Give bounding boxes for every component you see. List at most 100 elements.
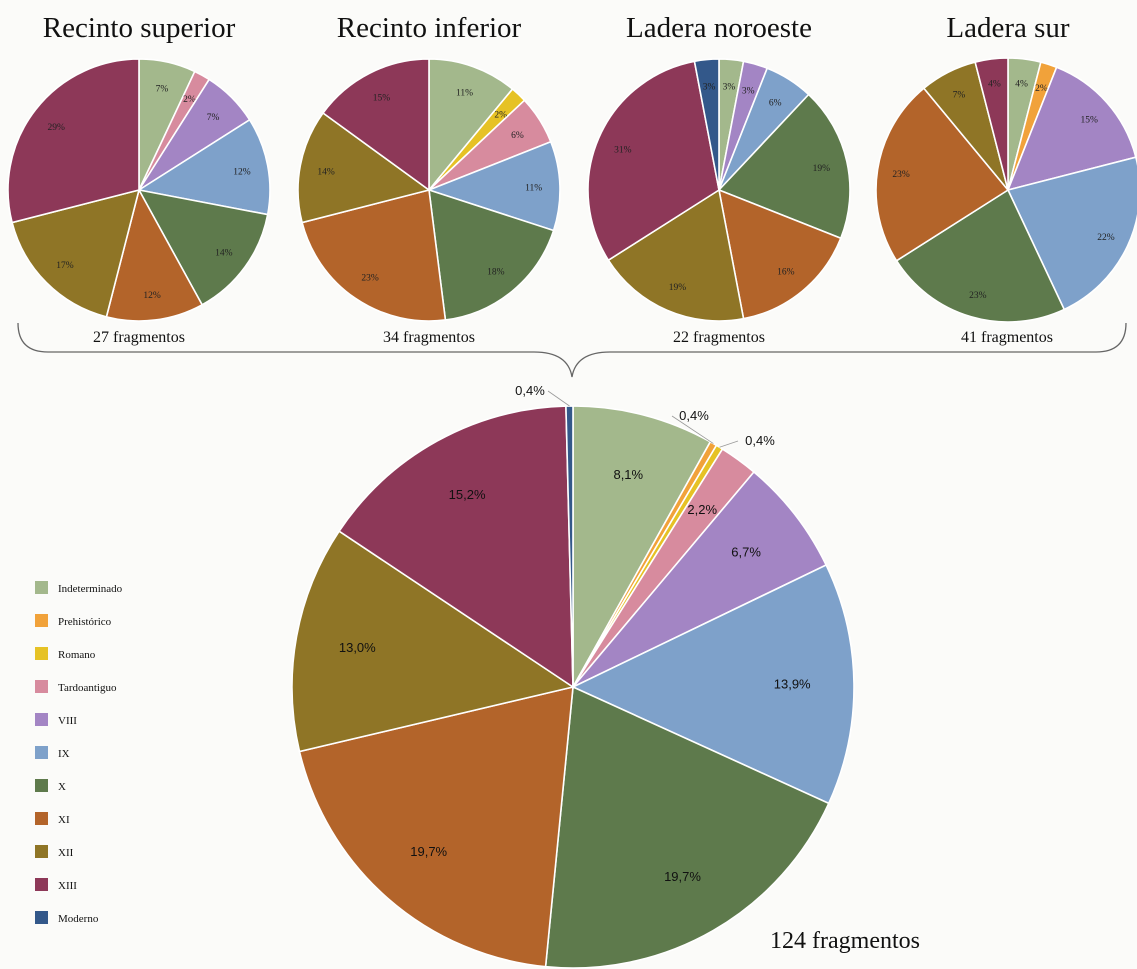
pie-slice-label: 2% xyxy=(494,111,507,121)
caption-ladera-sur: 41 fragmentos xyxy=(961,329,1053,346)
pie-title-recinto-inferior: Recinto inferior xyxy=(337,12,522,44)
legend-swatch-xiii xyxy=(35,878,48,891)
pie-slice-label: 19,7% xyxy=(664,869,701,884)
grouping-brace xyxy=(17,322,1127,378)
pie-total: 8,1% 0,4% 0,4% 2,2% 6,7% 13,9% 19,7% 19,7% 13,0%… xyxy=(291,383,855,969)
pie-recinto-inferior: 11% 2% 6% 11% 18% 23% 14% 15% xyxy=(297,58,561,322)
legend-label-indeterminado: Indeterminado xyxy=(58,583,123,595)
pie-slice-moderno xyxy=(693,58,720,191)
pie-ladera-noroeste: 3% 3% 6% 19% 16% 19% 31% 3% xyxy=(587,58,851,322)
pie-slice-label: 19,7% xyxy=(410,844,447,859)
pie-slice-ix xyxy=(136,118,271,216)
legend-label-ix: IX xyxy=(58,748,70,760)
pie-slice-label: 22% xyxy=(1097,233,1115,243)
pie-slice-xiii xyxy=(587,60,720,262)
pie-slice-label: 12% xyxy=(143,291,161,301)
legend-label-xi: XI xyxy=(58,814,70,826)
pie-slice-xi xyxy=(875,87,1010,262)
pie-slice-label: 4% xyxy=(988,80,1001,90)
legend-swatch-xii xyxy=(35,845,48,858)
pie-slice-xii xyxy=(291,530,575,753)
caption-ladera-noroeste: 22 fragmentos xyxy=(673,329,765,346)
pie-slice-x xyxy=(895,188,1066,323)
legend-label-xii: XII xyxy=(58,847,74,859)
pie-slice-label: 13,9% xyxy=(774,677,811,692)
legend-swatch-prehistorico xyxy=(35,614,48,627)
legend-swatch-moderno xyxy=(35,911,48,924)
pie-slice-ix xyxy=(571,563,855,805)
pie-slice-label: 31% xyxy=(614,145,632,155)
pie-slice-label: 8,1% xyxy=(613,467,643,482)
pie-slice-xii xyxy=(607,188,745,322)
pie-slice-ix xyxy=(1006,156,1137,311)
pie-slice-label: 3% xyxy=(723,83,736,93)
pie-slice-label: 2% xyxy=(1035,84,1048,94)
pie-slice-label: 11% xyxy=(456,88,473,98)
pie-slice-label: 7% xyxy=(156,85,169,95)
pie-slice-xii xyxy=(11,188,141,318)
pie-slice-label: 17% xyxy=(56,261,74,271)
pie-slice-label: 23% xyxy=(892,170,910,180)
pie-slice-xii xyxy=(297,111,431,224)
pie-slice-label: 3% xyxy=(742,86,755,96)
pie-ladera-sur: 4% 2% 15% 22% 23% 23% 7% 4% xyxy=(875,57,1137,323)
pie-slice-label: 19% xyxy=(813,164,831,174)
caption-recinto-superior: 27 fragmentos xyxy=(93,329,185,346)
legend-swatch-ix xyxy=(35,746,48,759)
pie-slice-label: 15,2% xyxy=(449,487,486,502)
legend-label-xiii: XIII xyxy=(58,880,77,892)
legend-swatch-viii xyxy=(35,713,48,726)
pie-slice-label: 4% xyxy=(1015,80,1028,90)
pie-title-ladera-noroeste: Ladera noroeste xyxy=(626,12,812,44)
legend-swatch-romano xyxy=(35,647,48,660)
pie-slice-label: 7% xyxy=(207,113,220,123)
pie-slice-label: 15% xyxy=(373,94,391,104)
legend-swatch-xi xyxy=(35,812,48,825)
legend-label-viii: VIII xyxy=(58,715,77,727)
pie-slice-label: 14% xyxy=(317,167,335,177)
pie-slice-label: 19% xyxy=(669,283,687,293)
legend-label-romano: Romano xyxy=(58,649,96,661)
pie-slice-xiii xyxy=(974,57,1009,191)
pie-slice-xi xyxy=(301,188,447,322)
legend: Indeterminado Prehistórico Romano Tardoanti… xyxy=(35,581,123,925)
legend-swatch-tardoantiguo xyxy=(35,680,48,693)
legend-label-tardoantiguo: Tardoantiguo xyxy=(58,682,117,694)
legend-label-prehistorico: Prehistórico xyxy=(58,616,112,628)
pie-slice-xiii xyxy=(7,58,140,224)
legend-swatch-x xyxy=(35,779,48,792)
pie-slice-label: 6,7% xyxy=(731,545,761,560)
pie-title-ladera-sur: Ladera sur xyxy=(946,12,1070,44)
caption-total: 124 fragmentos xyxy=(770,928,920,954)
pie-slice-indeterminado xyxy=(572,405,712,691)
pie-title-recinto-superior: Recinto superior xyxy=(43,12,236,44)
pie-slice-label: 2,2% xyxy=(687,502,717,517)
caption-recinto-inferior: 34 fragmentos xyxy=(383,329,475,346)
pie-slice-label: 29% xyxy=(47,123,65,133)
pie-slice-label: 14% xyxy=(215,249,233,259)
pie-recinto-superior: 7% 2% 7% 12% 14% 12% 17% 29% xyxy=(7,58,271,322)
pie-slice-xi xyxy=(298,685,574,968)
pie-slice-label: 3% xyxy=(703,83,716,93)
pie-slice-x xyxy=(544,685,830,969)
pie-slice-label: 13,0% xyxy=(339,640,376,655)
pie-slice-label: 15% xyxy=(1080,115,1098,125)
label-leader-line xyxy=(671,415,714,444)
pie-slice-label: 16% xyxy=(777,268,795,278)
legend-label-x: X xyxy=(58,781,66,793)
pie-slice-label: 18% xyxy=(487,268,505,278)
pie-slice-xiii xyxy=(321,58,430,192)
pie-slice-xi xyxy=(717,188,842,320)
legend-label-moderno: Moderno xyxy=(58,913,99,925)
pie-slice-label: 23% xyxy=(361,274,379,284)
pie-slice-label: 0,4% xyxy=(679,408,709,423)
pie-slice-ix xyxy=(426,140,561,232)
pie-slice-label: 6% xyxy=(769,99,782,109)
label-leader-line xyxy=(547,390,570,407)
pie-slice-xi xyxy=(105,187,204,322)
pie-slice-viii xyxy=(1006,66,1137,192)
label-leader-line xyxy=(719,440,739,448)
pie-slice-label: 11% xyxy=(525,184,542,194)
pie-slice-xiii xyxy=(338,405,574,689)
